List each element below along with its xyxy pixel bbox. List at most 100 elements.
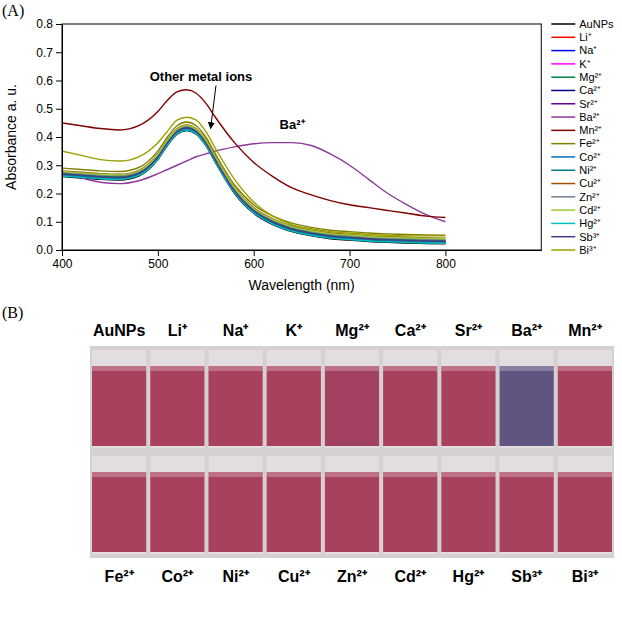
x-tick-label: 500 <box>148 257 168 271</box>
series-line <box>62 130 445 243</box>
x-tick-mark <box>62 250 63 256</box>
legend-swatch <box>551 130 575 132</box>
legend-swatch <box>551 37 575 39</box>
legend-swatch <box>551 209 575 211</box>
y-tick: 0.4 <box>36 130 62 144</box>
vial-solution <box>208 472 262 552</box>
x-tick-mark <box>350 250 351 256</box>
legend-label: Mn²⁺ <box>579 124 602 136</box>
y-tick: 0.5 <box>36 102 62 116</box>
vial-label: Mg²⁺ <box>335 322 369 339</box>
legend-swatch <box>551 183 575 185</box>
series-line <box>62 117 445 236</box>
vial-glass <box>325 350 379 448</box>
x-tick-mark <box>445 250 446 256</box>
legend-label: Hg²⁺ <box>579 217 601 229</box>
x-tick-label: 400 <box>52 257 72 271</box>
vial-solution <box>441 472 495 552</box>
photo-background <box>90 346 614 558</box>
vial-label: Cu²⁺ <box>278 568 311 585</box>
series-line <box>62 126 445 239</box>
vial <box>500 456 554 554</box>
vial-meniscus <box>441 366 495 371</box>
vial-glass <box>558 350 612 448</box>
y-tick-mark <box>56 24 62 25</box>
y-tick-mark <box>56 194 62 195</box>
series-line <box>62 129 445 242</box>
legend-label: Ni²⁺ <box>579 164 597 176</box>
vial-glass <box>92 456 146 554</box>
panel-label: (B) <box>2 304 23 322</box>
series-line <box>62 129 445 242</box>
vial <box>208 350 262 448</box>
legend-label: Li⁺ <box>579 31 592 43</box>
y-tick-label: 0.5 <box>36 102 53 116</box>
vial-meniscus <box>441 472 495 477</box>
y-tick: 0.8 <box>36 17 62 31</box>
y-tick: 0.7 <box>36 46 62 60</box>
legend-swatch <box>551 63 575 65</box>
vial-label: AuNPs <box>93 322 146 339</box>
legend-swatch <box>551 103 575 105</box>
series-line <box>62 128 445 241</box>
plot-frame <box>62 24 541 250</box>
legend-label: Bi³⁺ <box>579 244 596 256</box>
vial-solution <box>500 366 554 446</box>
vial <box>558 456 612 554</box>
vial <box>441 350 495 448</box>
vial-meniscus <box>92 366 146 371</box>
vial-glass <box>325 456 379 554</box>
vial-glass <box>150 350 204 448</box>
vial-solution <box>500 472 554 552</box>
panel-label: (A) <box>2 2 24 20</box>
series-line <box>62 125 445 238</box>
vial-solution <box>267 366 321 446</box>
vial-glass <box>441 350 495 448</box>
legend-label: Cu²⁺ <box>579 177 601 189</box>
vial-label: Ba²⁺ <box>511 322 543 339</box>
vial-meniscus <box>208 366 262 371</box>
vial-label: Hg²⁺ <box>453 568 486 585</box>
legend-swatch <box>551 236 575 238</box>
vial-glass <box>441 456 495 554</box>
legend-label: Zn²⁺ <box>579 191 600 203</box>
y-tick-label: 0.8 <box>36 17 53 31</box>
vial-solution <box>325 366 379 446</box>
vial <box>92 456 146 554</box>
series-line <box>62 128 445 241</box>
vial-glass <box>267 456 321 554</box>
vial-label: Co²⁺ <box>162 568 195 585</box>
y-tick-label: 0.0 <box>36 243 53 257</box>
vial-meniscus <box>150 366 204 371</box>
vial <box>558 350 612 448</box>
vial-label: Mn²⁺ <box>568 322 602 339</box>
vial <box>383 350 437 448</box>
legend-label: Fe²⁺ <box>579 137 600 149</box>
y-tick: 0.1 <box>36 215 62 229</box>
vial-solution <box>92 366 146 446</box>
annotation-arrow <box>211 86 216 129</box>
y-tick-label: 0.4 <box>36 130 53 144</box>
legend-label: K⁺ <box>579 58 590 70</box>
vial-glass <box>208 350 262 448</box>
x-tick-mark <box>158 250 159 256</box>
vial-glass <box>208 456 262 554</box>
vial-meniscus <box>267 472 321 477</box>
vial-label: K⁺ <box>285 322 303 339</box>
vial-meniscus <box>558 472 612 477</box>
vial-solution <box>558 472 612 552</box>
legend-swatch <box>551 223 575 225</box>
x-tick: 600 <box>244 250 264 271</box>
vial-label: Fe²⁺ <box>105 568 135 585</box>
vial-label: Na⁺ <box>223 322 249 339</box>
vial <box>325 350 379 448</box>
vial-solution <box>325 472 379 552</box>
x-axis-title: Wavelength (nm) <box>249 277 355 293</box>
legend-label: Na⁺ <box>579 44 597 56</box>
series-line <box>62 127 445 240</box>
legend-label: AuNPs <box>579 18 614 30</box>
y-tick-mark <box>56 81 62 82</box>
vial-solution <box>92 472 146 552</box>
vial <box>150 456 204 554</box>
vial-solution <box>383 472 437 552</box>
